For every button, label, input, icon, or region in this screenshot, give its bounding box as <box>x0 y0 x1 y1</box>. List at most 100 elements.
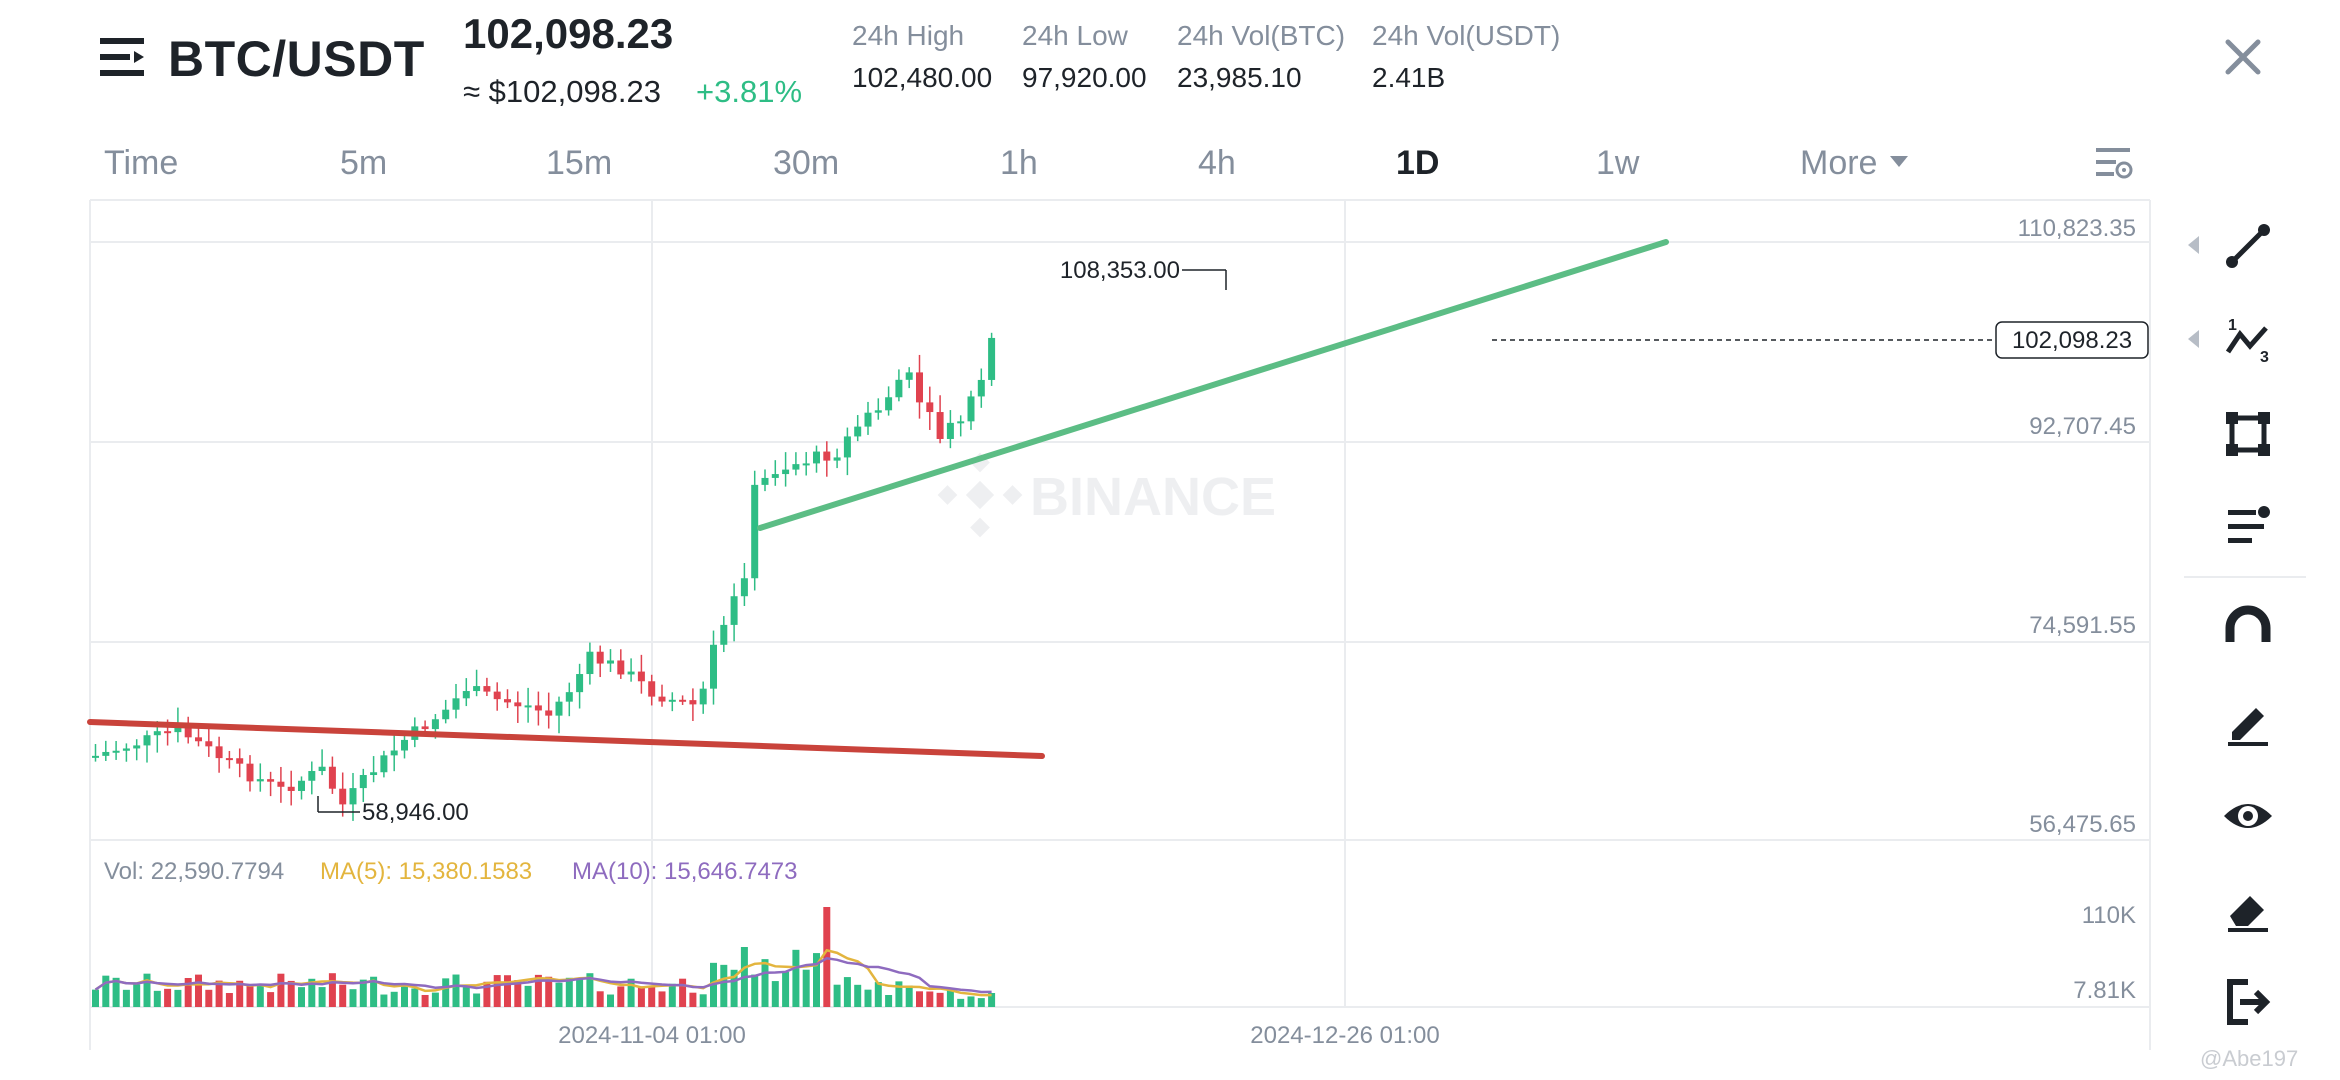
candle <box>843 436 851 458</box>
volume-bar <box>421 994 429 1007</box>
candle <box>565 692 573 702</box>
candle <box>349 788 357 805</box>
candle <box>504 699 511 703</box>
candle <box>792 464 800 470</box>
volume-bar <box>679 978 687 1007</box>
volume-bar <box>617 986 625 1007</box>
candle <box>153 731 161 736</box>
fibonacci-icon[interactable] <box>2222 500 2274 552</box>
svg-text:1: 1 <box>2228 317 2237 334</box>
volume-bar <box>328 973 336 1007</box>
close-icon[interactable] <box>2218 32 2268 82</box>
candle <box>205 741 213 747</box>
volume-bar <box>854 984 862 1007</box>
exit-icon[interactable] <box>2222 976 2274 1028</box>
candle <box>771 474 779 478</box>
candle <box>648 681 656 697</box>
eraser-icon[interactable] <box>2222 882 2274 934</box>
candle <box>545 710 553 716</box>
tab-15m[interactable]: 15m <box>546 144 613 182</box>
volume-bars <box>92 907 996 1007</box>
candle <box>524 705 532 708</box>
volume-bar <box>318 987 326 1007</box>
support-trend-line[interactable] <box>757 239 1669 531</box>
volume-bar <box>946 989 954 1007</box>
volume-bar <box>699 994 707 1007</box>
candle <box>462 691 470 699</box>
candle <box>885 397 893 411</box>
tab-1h[interactable]: 1h <box>1000 144 1038 182</box>
resistance-trend-line[interactable] <box>87 719 1045 759</box>
volume-bar <box>843 977 851 1007</box>
stat-24h-high-value: 102,480.00 <box>852 62 993 93</box>
tab-time[interactable]: Time <box>104 144 179 182</box>
expand-caret-icon[interactable] <box>2188 236 2199 254</box>
menu-icon[interactable] <box>98 34 148 80</box>
volume-bar <box>823 907 831 1007</box>
volume-bar <box>102 975 110 1007</box>
tab-1w[interactable]: 1w <box>1596 144 1640 182</box>
trading-pair-title[interactable]: BTC/USDT <box>168 31 425 87</box>
volume-bar <box>473 993 481 1007</box>
tab-1d[interactable]: 1D <box>1396 144 1440 182</box>
candle <box>607 660 614 664</box>
volume-bar <box>885 994 893 1007</box>
volume-bar <box>112 977 120 1007</box>
volume-bar <box>534 974 542 1007</box>
candle <box>730 596 738 625</box>
tab-4h[interactable]: 4h <box>1198 144 1236 182</box>
current-price-tag-text: 102,098.23 <box>2012 327 2132 354</box>
candle <box>534 705 542 711</box>
volume-bar <box>184 977 192 1007</box>
price-axis-label: 74,591.55 <box>2029 612 2136 639</box>
candle <box>823 451 831 461</box>
candle <box>864 412 872 427</box>
volume-bar <box>256 985 264 1007</box>
volume-bar <box>339 984 347 1007</box>
volume-bar <box>215 980 223 1007</box>
volume-ma10-line <box>94 957 992 994</box>
candle <box>957 421 965 424</box>
candle <box>751 484 759 579</box>
volume-bar <box>565 977 573 1007</box>
volume-bar <box>668 983 676 1007</box>
candle <box>761 477 769 485</box>
volume-bar <box>298 987 305 1007</box>
tab-5m[interactable]: 5m <box>340 144 388 182</box>
candle <box>401 739 408 751</box>
candle <box>267 779 275 782</box>
shape-rectangle-icon[interactable] <box>2222 408 2274 460</box>
date-axis-label: 2024-11-04 01:00 <box>558 1022 746 1049</box>
pencil-icon[interactable] <box>2222 696 2274 748</box>
trend-line-icon[interactable] <box>2222 220 2274 272</box>
volume-bar <box>926 991 934 1007</box>
chevron-down-icon[interactable] <box>1890 156 1908 167</box>
volume-bar <box>370 976 378 1007</box>
candle <box>576 674 584 693</box>
volume-bar <box>607 994 614 1007</box>
eye-icon[interactable] <box>2222 790 2274 842</box>
tab-30m[interactable]: 30m <box>773 144 840 182</box>
candle <box>895 379 903 398</box>
chart-settings-icon[interactable] <box>2094 146 2134 182</box>
wave-pattern-icon[interactable]: 1 3 <box>2222 314 2274 366</box>
volume-bar <box>957 998 965 1007</box>
tab-more[interactable]: More <box>1800 144 1878 182</box>
price-change-percent: +3.81% <box>696 74 803 109</box>
volume-bar <box>236 980 244 1007</box>
volume-bar <box>730 969 738 1007</box>
volume-bar <box>411 988 419 1007</box>
period-high-label: 108,353.00 <box>1060 257 1180 284</box>
volume-axis-label: 110K <box>2082 902 2136 929</box>
candle <box>184 725 192 738</box>
period-low-label: 58,946.00 <box>362 799 469 826</box>
candle <box>617 660 625 675</box>
candle <box>442 709 450 720</box>
magnet-icon[interactable] <box>2222 604 2274 656</box>
binance-watermark: BINANCE <box>937 452 1276 538</box>
candle <box>586 651 594 675</box>
candle <box>92 755 99 758</box>
expand-caret-icon[interactable] <box>2188 330 2199 348</box>
volume-bar <box>287 980 295 1007</box>
